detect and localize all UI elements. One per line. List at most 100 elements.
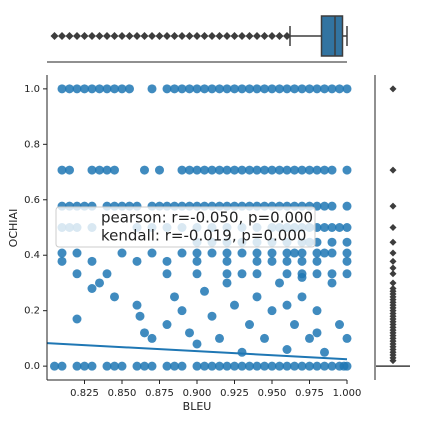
x-tick-label: 0.925 <box>220 388 249 399</box>
scatter-point <box>57 256 67 266</box>
scatter-point <box>237 165 247 175</box>
scatter-point <box>252 256 262 266</box>
scatter-point <box>192 269 202 279</box>
scatter-point <box>275 84 284 94</box>
scatter-point <box>327 223 337 232</box>
scatter-point <box>282 269 292 279</box>
scatter-point <box>102 361 112 371</box>
scatter-point <box>215 165 224 175</box>
outlier <box>389 264 397 272</box>
scatter-point <box>207 165 217 175</box>
scatter-point <box>252 165 262 175</box>
scatter-point <box>140 165 149 175</box>
outlier <box>389 279 397 287</box>
scatter-point <box>342 201 352 211</box>
scatter-point <box>312 256 322 266</box>
scatter-point <box>222 256 232 266</box>
scatter-point <box>72 248 82 258</box>
outlier <box>185 32 194 40</box>
scatter-point <box>140 328 149 338</box>
scatter-point <box>207 361 217 371</box>
scatter-point <box>342 237 352 247</box>
scatter-point <box>132 361 142 371</box>
outlier <box>103 32 111 40</box>
scatter-point <box>200 84 209 94</box>
scatter-point <box>117 248 127 258</box>
scatter-point <box>192 248 202 258</box>
scatter-point <box>297 361 307 371</box>
scatter-point <box>117 361 127 371</box>
scatter-point <box>192 361 202 371</box>
scatter-point <box>260 165 269 175</box>
scatter-point <box>282 256 292 266</box>
scatter-point <box>110 292 119 302</box>
annotation-line: kendall: r=-0.019, p=0.000 <box>101 227 306 245</box>
scatter-point <box>342 256 352 266</box>
scatter-point <box>290 84 299 94</box>
scatter-point <box>297 165 307 175</box>
scatter-point <box>260 84 269 94</box>
scatter-point <box>72 269 82 279</box>
scatter-point <box>87 256 97 266</box>
scatter-point <box>177 84 187 94</box>
scatter-point <box>252 361 262 371</box>
scatter-point <box>297 256 307 266</box>
outlier <box>389 270 397 278</box>
scatter-point <box>110 84 119 94</box>
scatter-point <box>245 165 254 175</box>
scatter-point <box>192 165 202 175</box>
outlier <box>389 285 397 292</box>
scatter-point <box>200 286 209 296</box>
scatter-point <box>215 361 224 371</box>
scatter-point <box>282 361 292 371</box>
scatter-point <box>290 165 299 175</box>
scatter-point <box>312 306 322 316</box>
scatter-point <box>140 361 149 371</box>
scatter-point <box>72 314 82 324</box>
scatter-point <box>335 84 344 94</box>
outlier <box>253 32 261 40</box>
outlier <box>95 32 104 40</box>
outlier <box>268 32 276 40</box>
scatter-point <box>230 84 239 94</box>
scatter-point <box>155 165 164 175</box>
scatter-point <box>185 84 194 94</box>
outlier <box>193 32 201 40</box>
scatter-point <box>215 333 224 343</box>
outlier <box>389 224 397 231</box>
scatter-point <box>275 361 284 371</box>
outlier <box>223 32 231 40</box>
x-axis-label: BLEU <box>183 400 212 413</box>
scatter-point <box>305 361 314 371</box>
x-tick-label: 1.000 <box>333 388 362 399</box>
scatter-point <box>245 361 254 371</box>
scatter-point <box>222 165 232 175</box>
scatter-point <box>80 84 89 94</box>
y-tick-label: 0.2 <box>24 306 40 317</box>
scatter-point <box>342 165 352 175</box>
scatter-point <box>267 361 277 371</box>
outlier <box>389 249 397 257</box>
scatter-point <box>95 84 104 94</box>
scatter-point <box>147 248 157 258</box>
scatter-point <box>110 361 119 371</box>
scatter-point <box>87 361 97 371</box>
outlier <box>80 32 89 40</box>
scatter-point <box>282 84 292 94</box>
scatter-point <box>192 84 202 94</box>
x-tick-label: 0.850 <box>108 388 137 399</box>
scatter-point <box>237 269 247 279</box>
scatter-point <box>252 292 262 302</box>
scatter-point <box>177 165 187 175</box>
scatter-point <box>290 248 299 258</box>
scatter-point <box>102 84 112 94</box>
scatter-point <box>275 165 284 175</box>
scatter-point <box>200 165 209 175</box>
scatter-point <box>72 361 82 371</box>
scatter-point <box>312 165 322 175</box>
scatter-point <box>320 248 329 258</box>
scatter-point <box>327 201 337 211</box>
scatter-point <box>110 165 119 175</box>
scatter-point <box>230 165 239 175</box>
